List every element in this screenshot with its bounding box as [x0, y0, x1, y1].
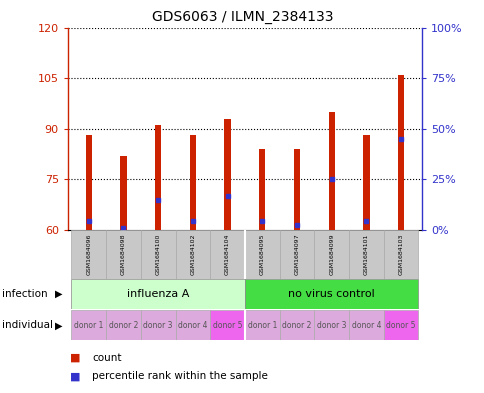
Text: individual: individual [2, 320, 53, 331]
Bar [140, 310, 175, 340]
Bar [85, 136, 91, 230]
Text: GSM1684103: GSM1684103 [398, 234, 403, 275]
Bar [175, 310, 210, 340]
Text: GSM1684104: GSM1684104 [225, 234, 229, 275]
Text: GSM1684097: GSM1684097 [294, 234, 299, 275]
Bar [348, 230, 383, 279]
Bar [314, 310, 348, 340]
Text: donor 2: donor 2 [108, 321, 138, 330]
Bar [258, 149, 265, 230]
Bar [210, 310, 244, 340]
Bar [279, 230, 314, 279]
Text: donor 3: donor 3 [317, 321, 346, 330]
Bar [383, 230, 418, 279]
Text: donor 4: donor 4 [178, 321, 207, 330]
Bar [224, 119, 230, 230]
Bar [348, 310, 383, 340]
Text: percentile rank within the sample: percentile rank within the sample [92, 371, 268, 382]
Bar [244, 230, 279, 279]
Bar [363, 136, 369, 230]
Text: ■: ■ [70, 353, 81, 363]
Text: GSM1684100: GSM1684100 [155, 234, 160, 275]
Text: donor 2: donor 2 [282, 321, 311, 330]
Bar [328, 112, 334, 230]
Bar [210, 230, 244, 279]
Bar [189, 136, 196, 230]
Bar [244, 310, 279, 340]
Text: no virus control: no virus control [287, 289, 374, 299]
Text: GSM1684102: GSM1684102 [190, 234, 195, 275]
Text: GSM1684096: GSM1684096 [86, 234, 91, 275]
Bar [71, 279, 244, 309]
Text: GDS6063 / ILMN_2384133: GDS6063 / ILMN_2384133 [151, 10, 333, 24]
Bar [383, 310, 418, 340]
Text: GSM1684099: GSM1684099 [329, 234, 333, 275]
Bar [397, 75, 403, 230]
Bar [314, 230, 348, 279]
Bar [293, 149, 300, 230]
Bar [155, 125, 161, 230]
Bar [71, 230, 106, 279]
Text: donor 5: donor 5 [212, 321, 242, 330]
Text: GSM1684095: GSM1684095 [259, 234, 264, 275]
Text: ▶: ▶ [55, 320, 62, 331]
Text: donor 1: donor 1 [74, 321, 103, 330]
Bar [244, 279, 418, 309]
Text: influenza A: influenza A [127, 289, 189, 299]
Text: donor 3: donor 3 [143, 321, 172, 330]
Bar [106, 230, 140, 279]
Bar [279, 310, 314, 340]
Text: ■: ■ [70, 371, 81, 382]
Bar [106, 310, 140, 340]
Bar [140, 230, 175, 279]
Text: ▶: ▶ [55, 289, 62, 299]
Text: donor 1: donor 1 [247, 321, 276, 330]
Text: GSM1684101: GSM1684101 [363, 234, 368, 275]
Bar [71, 310, 106, 340]
Text: donor 5: donor 5 [386, 321, 415, 330]
Text: donor 4: donor 4 [351, 321, 380, 330]
Text: count: count [92, 353, 121, 363]
Bar [120, 156, 126, 230]
Text: infection: infection [2, 289, 48, 299]
Text: GSM1684098: GSM1684098 [121, 234, 126, 275]
Bar [175, 230, 210, 279]
